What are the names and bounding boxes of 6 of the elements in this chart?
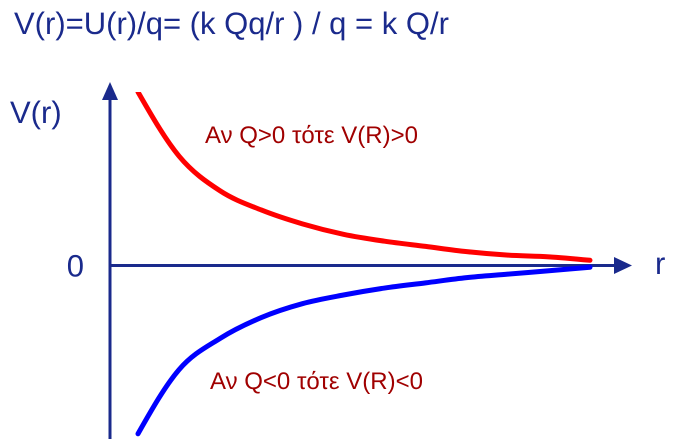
x-axis-title: r [655, 246, 666, 282]
annotation: Αν Q<0 τότε V(R)<0 [210, 368, 423, 396]
chart-title: V(r)=U(r)/q= (k Qq/r ) / q = k Q/r [14, 6, 449, 42]
annotation: Αν Q>0 τότε V(R)>0 [205, 122, 418, 150]
y-axis-title: V(r) [10, 95, 62, 131]
ref-line-label: 0 [66, 248, 84, 284]
